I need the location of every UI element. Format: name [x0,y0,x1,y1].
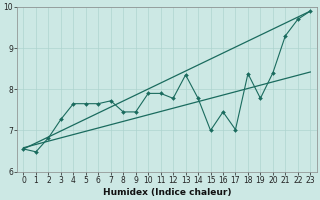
X-axis label: Humidex (Indice chaleur): Humidex (Indice chaleur) [103,188,231,197]
